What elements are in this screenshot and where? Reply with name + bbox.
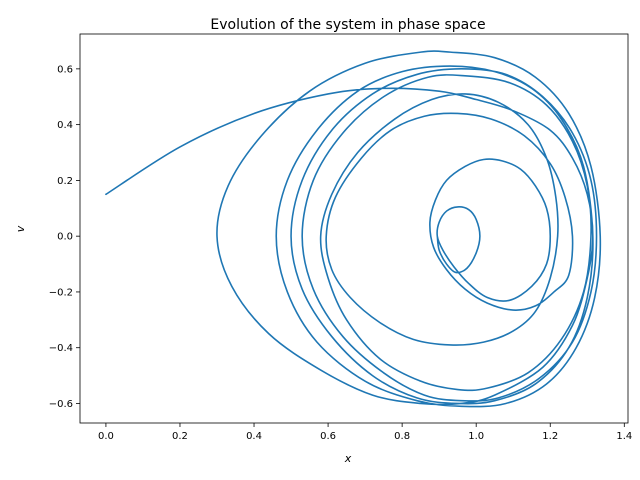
plot-frame [79, 33, 629, 424]
x-tick-label: 1.0 [468, 431, 484, 442]
x-tick-label: 1.2 [542, 431, 558, 442]
x-axis: 0.0 0.2 0.4 0.6 0.8 1.0 1.2 1.4 [98, 423, 632, 442]
y-tick-label: 0.4 [57, 120, 73, 131]
plot-area [79, 33, 629, 424]
y-tick-label: −0.2 [49, 287, 73, 298]
x-tick-label: 0.0 [98, 431, 114, 442]
x-axis-label: x [344, 452, 352, 465]
y-tick-label: −0.4 [49, 343, 73, 354]
y-axis-label: v [14, 225, 27, 232]
trajectory-line [105, 50, 602, 408]
y-tick-label: 0.2 [57, 176, 73, 187]
y-tick-label: 0.0 [57, 232, 73, 243]
x-tick-label: 1.4 [616, 431, 632, 442]
y-tick-label: −0.6 [49, 399, 73, 410]
x-tick-label: 0.4 [246, 431, 262, 442]
x-tick-label: 0.2 [172, 431, 188, 442]
x-tick-label: 0.8 [394, 431, 410, 442]
chart-title: Evolution of the system in phase space [210, 17, 485, 33]
x-tick-label: 0.6 [320, 431, 336, 442]
y-tick-label: 0.6 [57, 64, 73, 75]
y-axis: −0.6 −0.4 −0.2 0.0 0.2 0.4 0.6 [49, 64, 80, 410]
